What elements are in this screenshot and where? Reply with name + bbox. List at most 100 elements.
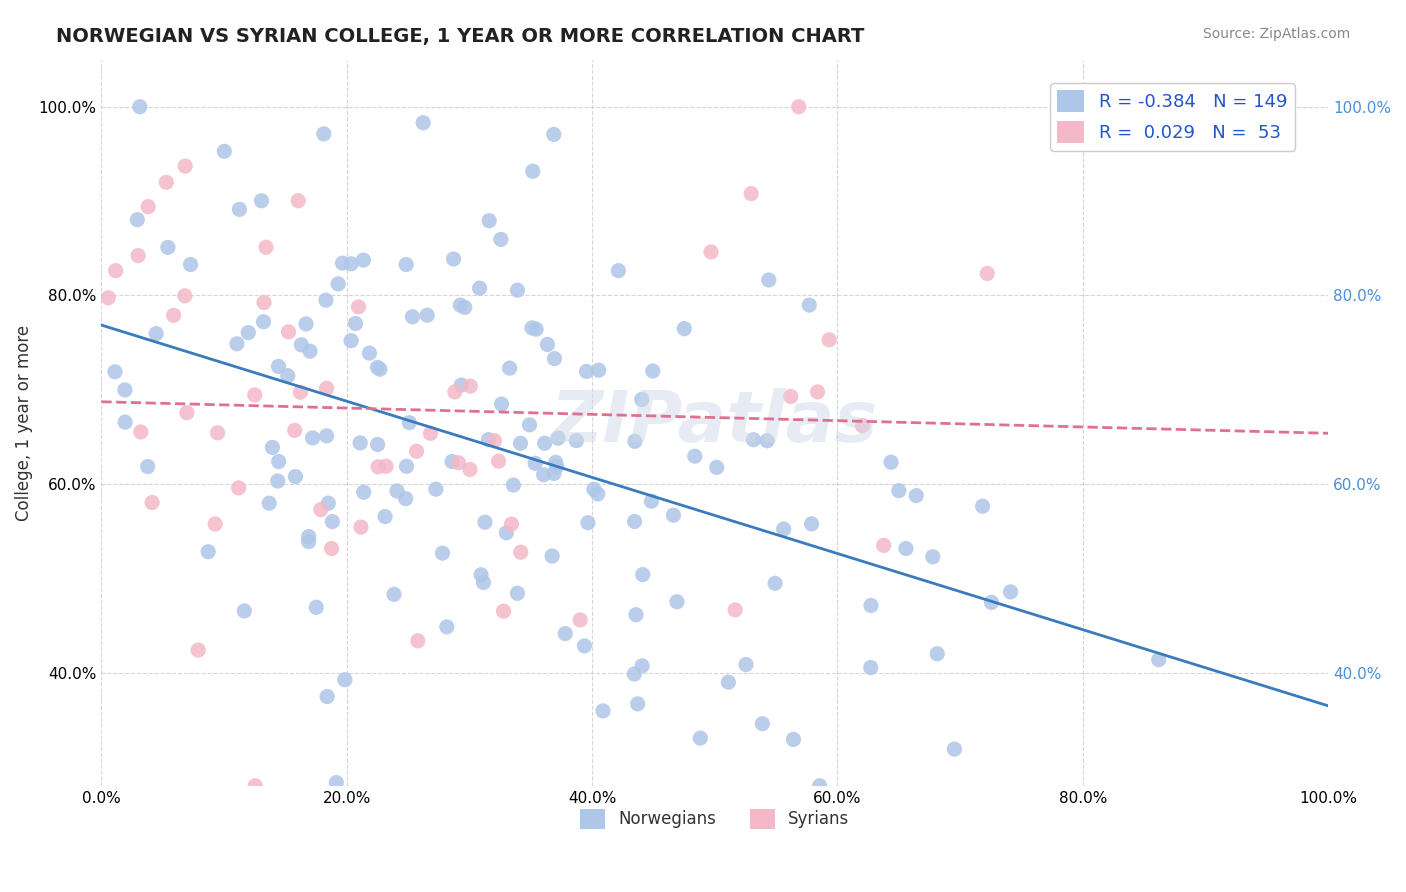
Point bbox=[1147, 653, 1170, 667]
Point bbox=[546, 459, 568, 474]
Point bbox=[252, 315, 274, 329]
Point bbox=[312, 127, 335, 141]
Point bbox=[262, 441, 284, 455]
Point bbox=[114, 383, 136, 397]
Point bbox=[980, 595, 1002, 609]
Point bbox=[353, 485, 375, 500]
Point bbox=[349, 436, 371, 450]
Point bbox=[458, 462, 481, 476]
Point bbox=[631, 659, 654, 673]
Point bbox=[751, 716, 773, 731]
Point bbox=[509, 436, 531, 450]
Point bbox=[127, 249, 149, 263]
Point bbox=[927, 647, 949, 661]
Point bbox=[290, 338, 312, 352]
Point bbox=[187, 643, 209, 657]
Point bbox=[756, 434, 779, 448]
Point bbox=[173, 289, 195, 303]
Point bbox=[588, 363, 610, 377]
Point bbox=[128, 100, 150, 114]
Point bbox=[569, 613, 592, 627]
Point bbox=[624, 607, 647, 622]
Point bbox=[114, 415, 136, 429]
Point bbox=[972, 500, 994, 514]
Point bbox=[524, 322, 547, 336]
Point bbox=[366, 360, 388, 375]
Point bbox=[470, 567, 492, 582]
Point bbox=[478, 213, 501, 227]
Point bbox=[290, 385, 312, 400]
Point bbox=[533, 467, 555, 482]
Point bbox=[689, 731, 711, 745]
Point bbox=[145, 326, 167, 341]
Point bbox=[395, 491, 418, 506]
Point bbox=[136, 200, 159, 214]
Point bbox=[359, 346, 381, 360]
Point bbox=[592, 704, 614, 718]
Point bbox=[565, 434, 588, 448]
Point bbox=[443, 252, 465, 266]
Point bbox=[575, 364, 598, 378]
Point bbox=[806, 384, 828, 399]
Point bbox=[450, 378, 472, 392]
Point bbox=[800, 516, 823, 531]
Point bbox=[104, 263, 127, 277]
Point bbox=[880, 455, 903, 469]
Point bbox=[1000, 585, 1022, 599]
Point bbox=[772, 522, 794, 536]
Point bbox=[859, 599, 882, 613]
Point bbox=[436, 620, 458, 634]
Point bbox=[582, 482, 605, 496]
Point bbox=[533, 436, 555, 450]
Point bbox=[375, 459, 398, 474]
Point bbox=[228, 481, 250, 495]
Point bbox=[295, 317, 318, 331]
Point bbox=[284, 469, 307, 483]
Point bbox=[872, 538, 894, 552]
Point bbox=[700, 244, 723, 259]
Point bbox=[180, 258, 202, 272]
Legend: Norwegians, Syrians: Norwegians, Syrians bbox=[574, 802, 856, 836]
Point bbox=[742, 433, 765, 447]
Point bbox=[425, 482, 447, 496]
Point bbox=[627, 697, 650, 711]
Point bbox=[683, 449, 706, 463]
Point bbox=[398, 416, 420, 430]
Point bbox=[818, 333, 841, 347]
Point bbox=[808, 779, 831, 793]
Point bbox=[253, 295, 276, 310]
Point bbox=[340, 257, 363, 271]
Point bbox=[176, 406, 198, 420]
Point bbox=[740, 186, 762, 201]
Point bbox=[623, 667, 645, 681]
Point bbox=[305, 600, 328, 615]
Point bbox=[299, 344, 322, 359]
Point bbox=[228, 202, 250, 217]
Point bbox=[495, 525, 517, 540]
Point bbox=[586, 487, 609, 501]
Point bbox=[520, 321, 543, 335]
Point bbox=[543, 128, 565, 142]
Point bbox=[321, 515, 343, 529]
Point bbox=[630, 392, 652, 407]
Point bbox=[368, 362, 391, 376]
Point bbox=[506, 586, 529, 600]
Point bbox=[640, 494, 662, 508]
Point bbox=[484, 434, 506, 448]
Point bbox=[155, 175, 177, 189]
Point bbox=[419, 426, 441, 441]
Point bbox=[509, 545, 531, 559]
Point bbox=[851, 418, 873, 433]
Point bbox=[623, 515, 645, 529]
Point bbox=[624, 434, 647, 449]
Point bbox=[309, 502, 332, 516]
Point bbox=[502, 478, 524, 492]
Point bbox=[287, 194, 309, 208]
Point bbox=[441, 454, 464, 468]
Point bbox=[333, 673, 356, 687]
Text: NORWEGIAN VS SYRIAN COLLEGE, 1 YEAR OR MORE CORRELATION CHART: NORWEGIAN VS SYRIAN COLLEGE, 1 YEAR OR M… bbox=[56, 27, 865, 45]
Point bbox=[267, 359, 290, 374]
Point bbox=[536, 337, 558, 351]
Point bbox=[174, 159, 197, 173]
Point bbox=[543, 467, 565, 481]
